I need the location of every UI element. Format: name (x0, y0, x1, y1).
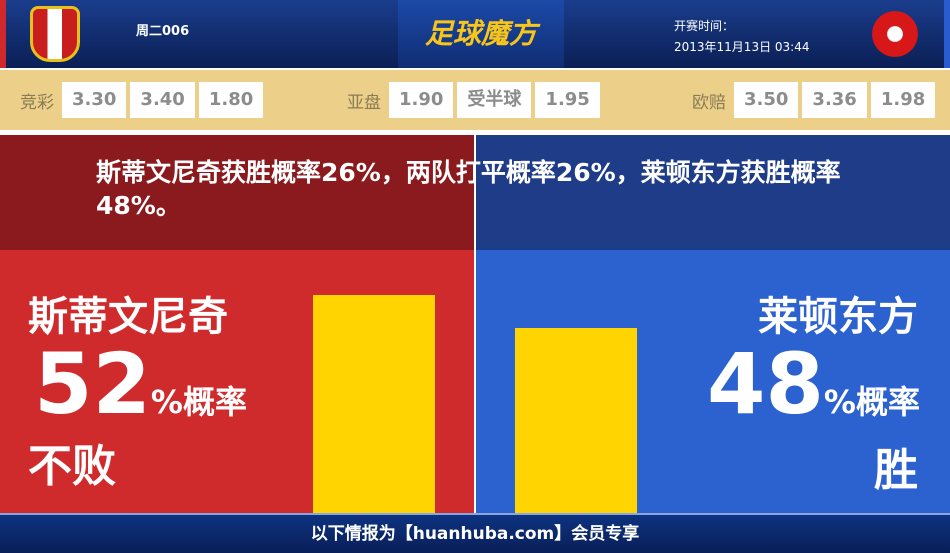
odds-label: 竞彩 (20, 92, 54, 113)
odds-bar: 竞彩 3.30 3.40 1.80 亚盘 1.90 受半球 1.95 欧赔 3.… (0, 68, 950, 130)
away-result: 胜 (874, 445, 918, 496)
summary-band-home (0, 135, 474, 250)
odds-cell: 3.40 (130, 82, 195, 118)
kickoff-time: 2013年11月13日 03:44 (674, 40, 810, 54)
home-team-name: 斯蒂文尼奇 (28, 294, 228, 340)
home-team-crest-icon (30, 6, 80, 62)
home-percent-value: 52 (34, 335, 151, 433)
away-percent-value: 48 (707, 335, 824, 433)
percent-suffix: %概率 (823, 383, 920, 421)
odds-cell: 3.50 (734, 82, 799, 118)
odds-label: 欧赔 (692, 92, 726, 113)
site-logo: 足球魔方 (398, 0, 564, 68)
odds-label: 亚盘 (347, 92, 381, 113)
probability-summary: 斯蒂文尼奇获胜概率26%，两队打平概率26%，莱顿东方获胜概率48%。 (96, 158, 841, 220)
odds-cell: 受半球 (457, 82, 532, 118)
away-panel: 莱顿东方 48%概率 胜 (476, 250, 950, 513)
home-percent: 52%概率 (34, 342, 247, 444)
away-probability-bar (515, 327, 637, 513)
odds-asian: 亚盘 1.90 受半球 1.95 (347, 82, 600, 118)
home-probability-bar (313, 295, 435, 513)
odds-cell: 3.30 (62, 82, 127, 118)
odds-cell: 3.36 (802, 82, 867, 118)
odds-jingcai: 竞彩 3.30 3.40 1.80 (20, 82, 264, 118)
odds-cell: 1.98 (870, 82, 936, 118)
members-only-banner[interactable]: 以下情报为【huanhuba.com】会员专享 (0, 513, 950, 553)
home-result: 不败 (28, 441, 116, 492)
odds-cell: 1.80 (198, 82, 264, 118)
odds-euro: 欧赔 3.50 3.36 1.98 (692, 82, 936, 118)
odds-cell: 1.95 (535, 82, 600, 118)
percent-suffix: %概率 (150, 383, 247, 421)
odds-cell: 1.90 (389, 82, 454, 118)
match-header: 周二006 足球魔方 开赛时间： 2013年11月13日 03:44 (0, 0, 950, 68)
kickoff-label: 开赛时间： (674, 19, 735, 33)
match-number: 周二006 (136, 24, 190, 39)
away-team-crest-icon (870, 6, 920, 62)
away-team-name: 莱顿东方 (758, 294, 918, 340)
away-percent: 48%概率 (707, 342, 920, 444)
summary-band-away (476, 135, 950, 250)
home-panel: 斯蒂文尼奇 52%概率 不败 (0, 250, 474, 513)
